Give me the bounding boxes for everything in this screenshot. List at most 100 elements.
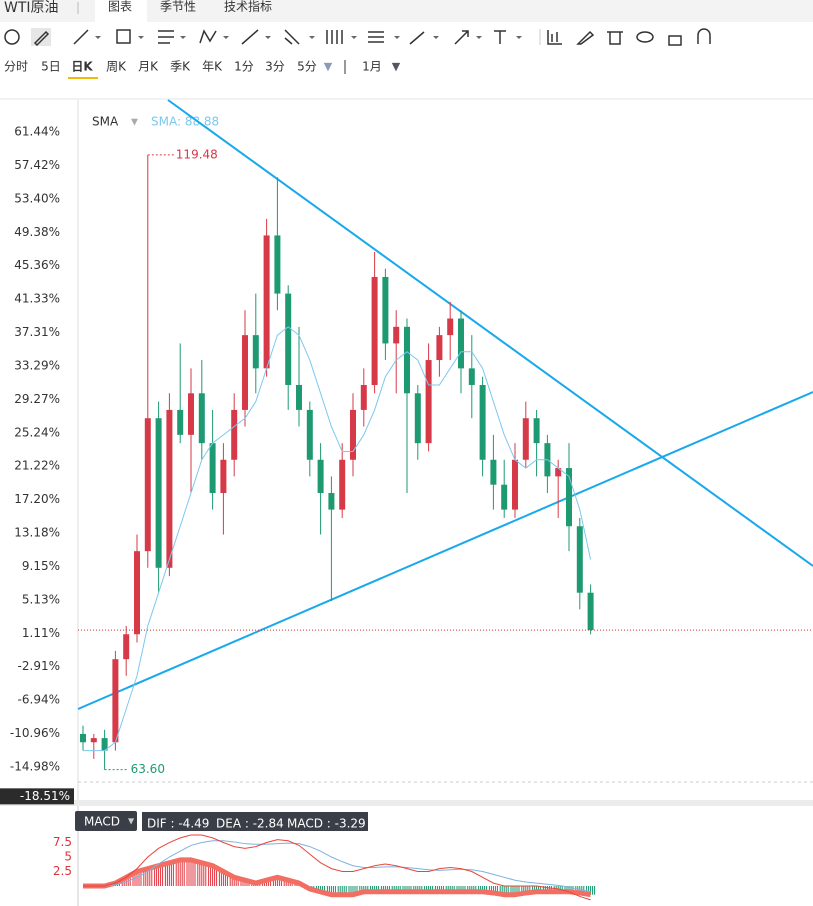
sma-line — [83, 326, 592, 752]
period[interactable]: 分时 — [4, 60, 28, 74]
y-tick-label: 41.33% — [14, 292, 60, 306]
candle-body — [512, 459, 518, 510]
dropdown-arrow — [95, 36, 522, 39]
candle-body — [404, 326, 410, 394]
period[interactable]: 月K — [138, 60, 159, 74]
y-tick-label: 5 — [64, 850, 72, 864]
tool-icon[interactable] — [33, 30, 50, 47]
instrument-title: WTI原油 — [4, 0, 59, 16]
candle-body — [414, 393, 421, 444]
y-tick-label: 17.20% — [14, 492, 60, 506]
tool-icon[interactable] — [4, 29, 20, 45]
candle-body — [479, 384, 486, 460]
tool-icon[interactable] — [284, 29, 300, 45]
tool-icon[interactable] — [409, 31, 425, 45]
period[interactable]: 日K — [71, 60, 93, 74]
trend-line[interactable] — [167, 99, 813, 567]
candle-body — [242, 335, 248, 410]
indicator-arrow[interactable]: ▼ — [131, 118, 138, 128]
tab-bar — [0, 0, 813, 22]
candle-body — [144, 418, 151, 552]
dea-line — [83, 840, 591, 893]
period[interactable]: 5分 — [297, 60, 317, 74]
macd-button[interactable] — [75, 811, 137, 831]
candle-body — [220, 459, 227, 493]
period[interactable]: 年K — [202, 60, 223, 74]
tab[interactable]: 图表 — [108, 0, 132, 14]
candle-body — [501, 484, 508, 510]
candle-body — [371, 276, 378, 385]
tool-icon[interactable] — [697, 28, 711, 44]
low-label: 63.60 — [131, 762, 165, 776]
tab[interactable]: 季节性 — [160, 0, 196, 14]
tab[interactable]: 技术指标 — [224, 0, 272, 14]
candle-body — [188, 393, 194, 435]
tool-icon[interactable] — [607, 31, 623, 45]
tool-icon[interactable] — [636, 31, 654, 43]
y-tick-label: -2.91% — [18, 659, 60, 673]
tool-icon[interactable] — [576, 30, 595, 45]
candle-body — [90, 738, 97, 743]
tool-icon[interactable] — [368, 31, 384, 43]
period[interactable]: 周K — [106, 60, 127, 74]
tab-active[interactable] — [95, 0, 147, 22]
candle-body — [522, 418, 529, 460]
y-tick-label: 5.13% — [22, 592, 60, 606]
tool-icon[interactable] — [668, 35, 682, 46]
range[interactable]: 1月 — [362, 60, 382, 74]
candle-body — [490, 459, 497, 485]
candle-body — [155, 418, 162, 568]
period[interactable]: 3分 — [265, 60, 285, 74]
candle-body — [177, 409, 184, 435]
tool-icon[interactable] — [199, 29, 217, 44]
last-label: -18.51% — [20, 789, 70, 803]
tool-icon[interactable] — [326, 30, 343, 44]
indicator-value: SMA: 88.88 — [151, 115, 219, 129]
candle-body — [317, 459, 324, 493]
candle-body — [198, 393, 205, 444]
tool-icon[interactable] — [158, 30, 174, 44]
candle-body — [555, 468, 562, 477]
candle-body — [447, 318, 454, 336]
trend-line[interactable] — [77, 391, 813, 710]
y-tick-label: 25.24% — [14, 425, 60, 439]
y-tick-label: 45.36% — [14, 258, 60, 272]
candle-body — [209, 443, 216, 493]
candle-body — [296, 384, 302, 410]
candle-body — [576, 526, 583, 593]
tool-icon[interactable] — [494, 30, 506, 44]
candle-body — [80, 733, 86, 743]
tool-icon[interactable] — [454, 30, 469, 45]
y-tick-label: 7.5 — [53, 835, 72, 849]
y-tick-label: -14.98% — [10, 760, 60, 774]
tool-icon[interactable] — [73, 29, 89, 45]
macd-name[interactable]: MACD — [84, 815, 120, 829]
candle-body — [458, 318, 464, 369]
macd-legend: MACD : -3.29 — [287, 817, 366, 831]
pane-divider — [0, 800, 813, 806]
candle-body — [112, 659, 119, 743]
candle-body — [350, 409, 356, 460]
tool-icon[interactable] — [547, 30, 562, 45]
period[interactable]: 1分 — [234, 60, 254, 74]
y-tick-label: 29.27% — [14, 392, 60, 406]
candle-body — [101, 738, 108, 751]
y-tick-label: -6.94% — [18, 693, 60, 707]
y-tick-label: 37.31% — [14, 325, 60, 339]
high-label: 119.48 — [176, 147, 218, 161]
candle-body — [166, 409, 173, 568]
tool-icon[interactable] — [116, 29, 131, 44]
period[interactable]: 5日 — [41, 60, 61, 74]
macd-ribbon — [83, 857, 591, 898]
range-arrow[interactable]: ▼ — [392, 60, 401, 73]
candle-body — [274, 235, 281, 294]
period[interactable]: 季K — [170, 60, 191, 74]
candle-body — [425, 360, 432, 444]
tool-icon[interactable] — [241, 29, 259, 45]
period-more[interactable]: ▼ — [324, 60, 333, 73]
toolbar-arrows — [95, 36, 522, 39]
candle-body — [533, 418, 540, 444]
candle-body — [339, 459, 346, 510]
macd-arrow[interactable]: ▼ — [128, 817, 135, 826]
